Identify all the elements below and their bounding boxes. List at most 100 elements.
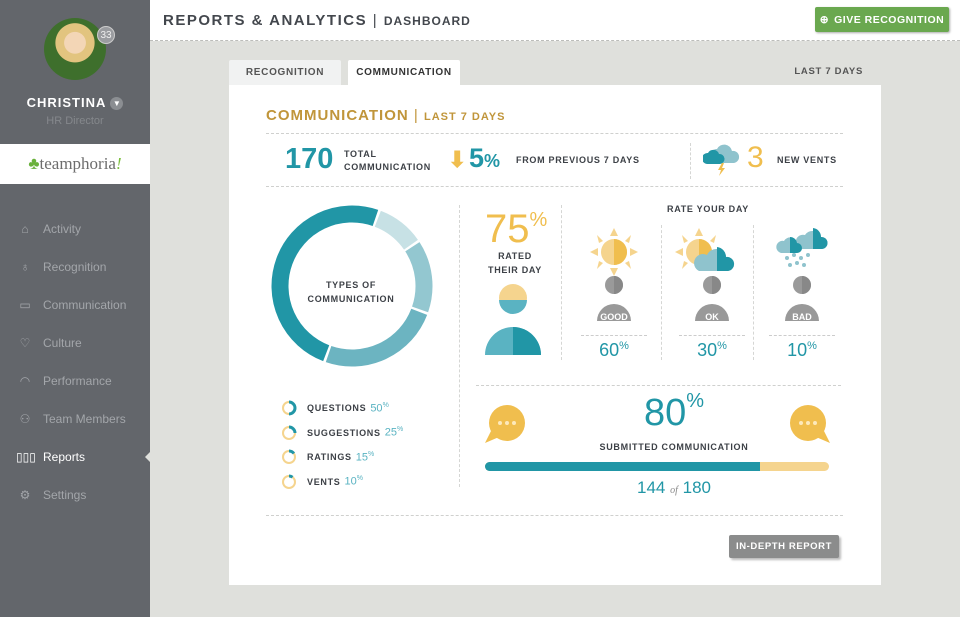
sidebar-item-activity[interactable]: ⌂ Activity — [0, 210, 150, 248]
rated-label: RATED THEIR DAY — [488, 251, 542, 275]
notification-badge[interactable]: 33 — [97, 26, 115, 44]
donut-segment-ratings — [405, 242, 433, 313]
speech-bubble-icon — [790, 405, 830, 443]
total-communication-label: TOTAL COMMUNICATION — [344, 149, 431, 172]
new-vents-label: NEW VENTS — [777, 155, 837, 165]
divider — [661, 225, 662, 360]
legend-item: RATINGS 15% — [281, 445, 403, 470]
types-legend: QUESTIONS 50% SUGGESTIONS 25% RATINGS 15% VENT… — [281, 396, 403, 494]
communication-card: COMMUNICATION | LAST 7 DAYS 170 TOTAL COM… — [229, 85, 881, 585]
sidebar-item-settings[interactable]: ⚙ Settings — [0, 476, 150, 514]
header: REPORTS & ANALYTICS | DASHBOARD ⊕ GIVE RE… — [150, 0, 960, 41]
card-title: COMMUNICATION | LAST 7 DAYS — [266, 107, 506, 124]
legend-ring-icon — [282, 474, 296, 489]
period-selector[interactable]: LAST 7 DAYS — [794, 66, 863, 77]
divider — [690, 143, 691, 179]
divider — [769, 335, 835, 336]
progress-fill — [485, 462, 761, 471]
ribbon-plus-icon: ⊕ — [819, 13, 830, 26]
divider — [679, 335, 745, 336]
divider — [266, 133, 843, 134]
legend-item: SUGGESTIONS 25% — [281, 421, 403, 446]
tab-communication[interactable]: COMMUNICATION — [348, 60, 460, 85]
sidebar-item-team-members[interactable]: ⚇ Team Members — [0, 400, 150, 438]
legend-ring-icon — [282, 400, 297, 416]
rating-good: GOOD 60% — [569, 225, 659, 360]
legend-item: QUESTIONS 50% — [281, 396, 403, 421]
divider — [561, 205, 562, 360]
storm-cloud-icon — [703, 144, 740, 176]
avatar[interactable] — [44, 18, 106, 80]
legend-label: SUGGESTIONS — [307, 427, 381, 438]
chat-icon: ▭ — [19, 298, 31, 312]
donut-segment-suggestions — [325, 308, 428, 367]
bars-icon: ▯▯▯ — [16, 450, 36, 464]
rate-your-day-title: RATE YOUR DAY — [667, 204, 749, 214]
total-communication-value: 170 — [285, 143, 334, 175]
chevron-down-icon[interactable]: ▼ — [110, 97, 124, 110]
sun-cloud-icon: OK — [675, 228, 735, 322]
rain-cloud-icon: BAD — [776, 228, 828, 322]
divider — [581, 335, 647, 336]
types-donut-chart — [271, 205, 433, 367]
tab-recognition[interactable]: RECOGNITION — [229, 60, 341, 85]
arrow-down-icon: ⬇ — [448, 147, 467, 172]
divider — [266, 186, 843, 187]
submitted-percent: 80% — [643, 390, 705, 434]
sidebar: 33 Christina ▼ HR Director ♣teamphoria! ⌂… — [0, 0, 150, 617]
legend-label: QUESTIONS — [307, 403, 367, 414]
submitted-label: SUBMITTED COMMUNICATION — [599, 442, 749, 452]
sun-icon: GOOD — [590, 228, 638, 322]
rating-ok: OK 30% — [667, 225, 757, 360]
rating-percent: 30% — [697, 340, 727, 360]
give-recognition-button[interactable]: ⊕ GIVE RECOGNITION — [815, 7, 949, 32]
tree-icon: ♣ — [28, 154, 40, 173]
rating-label: BAD — [792, 312, 812, 322]
user-role: HR Director — [46, 115, 104, 127]
legend-ring-icon — [282, 425, 297, 440]
home-icon: ⌂ — [21, 222, 29, 236]
in-depth-report-button[interactable]: IN-DEPTH REPORT — [729, 535, 839, 558]
sidebar-item-culture[interactable]: ♡ Culture — [0, 324, 150, 362]
person-icon — [485, 284, 541, 355]
change-label: FROM PREVIOUS 7 DAYS — [516, 155, 640, 165]
legend-ring-icon — [282, 449, 296, 465]
rating-bad: BAD 10% — [757, 225, 847, 360]
legend-value: 10% — [344, 475, 363, 489]
legend-item: VENTS 10% — [281, 470, 403, 495]
donut-segment-vents — [374, 210, 418, 250]
rating-label: GOOD — [600, 312, 628, 322]
logo[interactable]: ♣teamphoria! — [0, 144, 150, 184]
gear-icon: ⚙ — [19, 488, 31, 502]
sidebar-nav: ⌂ Activity ♁ Recognition ▭ Communication ♡ C… — [0, 210, 150, 514]
sidebar-item-performance[interactable]: ◠ Performance — [0, 362, 150, 400]
divider — [753, 225, 754, 360]
sidebar-item-reports[interactable]: ▯▯▯ Reports — [0, 438, 150, 476]
rating-label: OK — [705, 312, 719, 322]
user-menu[interactable]: Christina ▼ — [0, 95, 150, 110]
user-name: Christina — [26, 95, 107, 110]
divider — [459, 205, 460, 487]
sidebar-item-recognition[interactable]: ♁ Recognition — [0, 248, 150, 286]
donut-segment-questions — [271, 205, 379, 362]
divider — [476, 385, 841, 386]
donut-label: TYPES OF COMMUNICATION — [307, 280, 395, 304]
heart-icon: ♡ — [19, 336, 31, 350]
sidebar-item-communication[interactable]: ▭ Communication — [0, 286, 150, 324]
ribbon-icon: ♁ — [20, 260, 30, 274]
legend-label: VENTS — [307, 476, 341, 487]
legend-value: 25% — [384, 426, 404, 440]
people-icon: ⚇ — [19, 412, 31, 426]
submitted-count: 144 of 180 — [637, 478, 711, 497]
speech-bubble-icon — [485, 405, 525, 443]
rated-percent: 75% — [485, 207, 548, 251]
submitted-progress-bar — [485, 462, 829, 471]
legend-label: RATINGS — [307, 452, 352, 463]
change-value: 5% — [469, 143, 501, 173]
new-vents-value: 3 — [747, 141, 764, 174]
page-title: REPORTS & ANALYTICS | DASHBOARD — [163, 12, 471, 29]
gauge-icon: ◠ — [19, 374, 31, 388]
legend-value: 15% — [355, 450, 375, 464]
rating-percent: 60% — [599, 340, 629, 360]
divider — [266, 515, 843, 516]
